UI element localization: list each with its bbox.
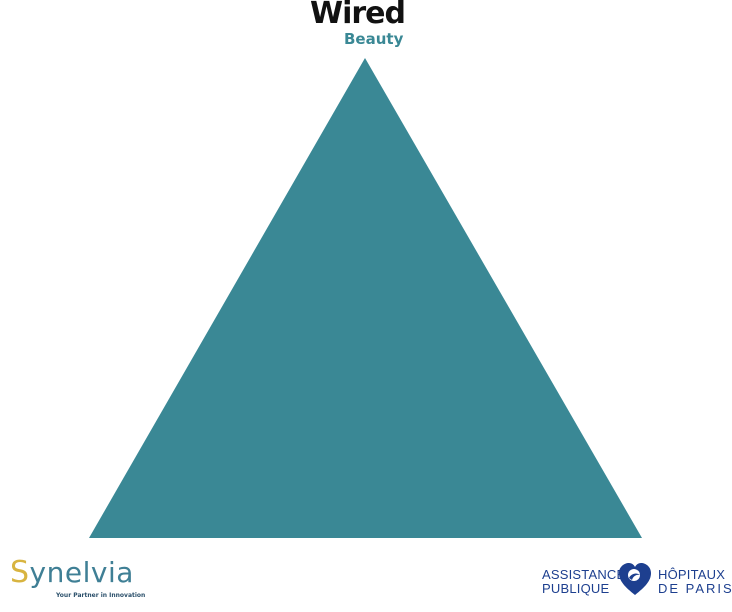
synelvia-brand-rest: ynelvia [29, 556, 134, 589]
synelvia-brand-initial: S [10, 555, 30, 590]
synelvia-tagline: Your Partner in Innovation [56, 592, 146, 599]
synelvia-logo: Synelvia Your Partner in Innovation [10, 555, 150, 605]
sub-title: Beauty [344, 30, 404, 48]
aphp-logo: ASSISTANCE PUBLIQUE HÔPITAUX DE PARIS [540, 560, 732, 600]
main-title: Wired [310, 0, 406, 31]
aphp-text-de-paris: DE PARIS [658, 581, 732, 596]
synelvia-brand: Synelvia [10, 555, 134, 591]
aphp-text-assistance: ASSISTANCE [542, 567, 626, 582]
aphp-text-publique: PUBLIQUE [542, 581, 610, 596]
aphp-heart-icon [619, 563, 651, 595]
triangle-polygon [89, 58, 642, 538]
aphp-text-hopitaux: HÔPITAUX [658, 567, 726, 582]
